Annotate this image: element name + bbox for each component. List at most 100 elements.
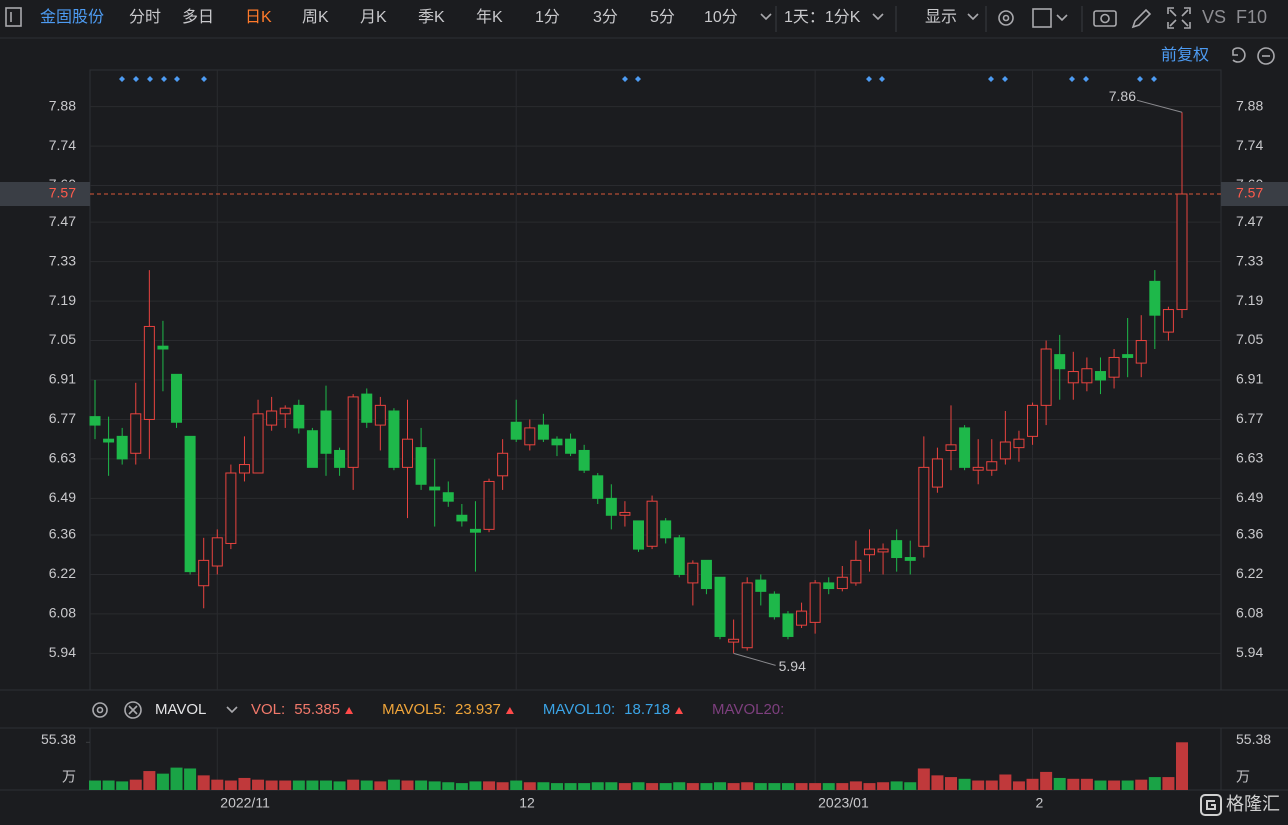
dropdown-arrow[interactable] <box>872 13 884 21</box>
reset-icon[interactable] <box>1232 47 1246 63</box>
layout-icon[interactable] <box>1032 8 1052 28</box>
candle-body <box>999 441 1011 460</box>
volume-bar <box>224 780 237 790</box>
f10-button[interactable]: F10 <box>1236 7 1267 27</box>
candle-body <box>972 466 984 471</box>
candle-body <box>157 345 169 350</box>
vs-button[interactable]: VS <box>1202 7 1226 27</box>
candle-body <box>633 520 644 550</box>
volume-bar <box>89 780 101 790</box>
candle-body <box>796 610 808 626</box>
period-tab[interactable]: 5分 <box>650 8 675 26</box>
volume-bar <box>184 768 197 790</box>
display-menu[interactable]: 显示 <box>925 9 957 26</box>
candle-body <box>687 562 699 584</box>
candle-body <box>374 404 386 426</box>
candle-body <box>823 582 835 590</box>
candle-body <box>1027 404 1039 437</box>
y-tick-label: 6.91 <box>49 371 76 387</box>
candle-body <box>1176 193 1188 311</box>
volume-bar <box>374 781 387 790</box>
candle-body <box>619 511 631 516</box>
menu-icon[interactable] <box>5 7 22 27</box>
volume-bar <box>1012 781 1025 790</box>
indicator-label: MAVOL20: <box>712 701 784 718</box>
period-tab[interactable]: 月K <box>360 9 387 26</box>
period-tab[interactable]: 多日 <box>182 8 214 26</box>
candle-body <box>1013 438 1025 449</box>
candle-body <box>266 410 278 426</box>
dropdown-arrow[interactable] <box>1056 14 1068 22</box>
candle-body <box>741 582 753 649</box>
y-tick-label: 7.05 <box>49 331 76 347</box>
candle-body <box>565 438 577 454</box>
y-tick-label: 7.33 <box>49 252 76 268</box>
candle-body <box>768 593 780 618</box>
draw-icon[interactable] <box>1131 8 1152 29</box>
period-tab[interactable]: 3分 <box>593 8 618 26</box>
zoom-out-icon[interactable] <box>1257 47 1275 65</box>
fullscreen-icon[interactable] <box>1167 7 1191 29</box>
candle-body <box>238 464 250 474</box>
volume-bar <box>836 783 849 790</box>
adjust-mode[interactable]: 前复权 <box>1161 46 1209 64</box>
camera-icon[interactable] <box>1093 10 1117 27</box>
volume-bar <box>170 767 183 790</box>
volume-bar <box>714 782 727 790</box>
volume-bar <box>401 780 414 790</box>
volume-bar <box>252 779 265 790</box>
candle-body <box>551 438 563 446</box>
volume-bar <box>985 780 998 790</box>
volume-bar <box>455 783 468 790</box>
indicator-label: VOL: <box>251 701 285 718</box>
period-tab[interactable]: 日K <box>245 9 272 26</box>
y-tick-label: 6.36 <box>1236 526 1263 542</box>
period-tab[interactable]: 10分 <box>704 8 738 26</box>
period-tab[interactable]: 年K <box>476 8 503 26</box>
candle-body <box>293 404 305 429</box>
dropdown-arrow[interactable] <box>967 13 979 21</box>
volume-bar <box>972 780 985 790</box>
stock-name[interactable]: 金固股份 <box>40 8 104 26</box>
candle-body <box>605 497 617 516</box>
candle-body <box>456 514 468 522</box>
indicator-name[interactable]: MAVOL <box>155 701 206 718</box>
x-tick-label: 12 <box>519 795 535 811</box>
period-tab[interactable]: 季K <box>418 8 445 26</box>
settings-icon[interactable] <box>998 10 1014 26</box>
indicator-settings[interactable] <box>92 702 108 718</box>
y-tick-label: 7.33 <box>1236 252 1263 268</box>
x-tick-label: 2 <box>1036 795 1044 811</box>
volume-bar <box>1080 778 1093 790</box>
volume-bar <box>591 782 604 790</box>
indicator-close[interactable] <box>124 701 142 719</box>
candle-body <box>1162 309 1174 333</box>
event-markers <box>119 76 1157 82</box>
candle-body <box>904 557 916 561</box>
dropdown-arrow[interactable] <box>760 13 772 21</box>
dropdown-arrow[interactable] <box>226 706 238 714</box>
volume-bar <box>1040 771 1053 790</box>
period-tab[interactable]: 1分 <box>535 8 560 26</box>
volume-bar <box>618 783 631 790</box>
volume-bar <box>917 768 930 790</box>
candle-body <box>1094 371 1106 381</box>
volume-bar <box>659 783 672 790</box>
interval-select[interactable]: 1天：1分K <box>784 8 861 26</box>
y-tick-label: 6.49 <box>1236 489 1263 505</box>
period-tab[interactable]: 分时 <box>129 8 161 26</box>
current-price-box <box>1221 182 1288 206</box>
grid-layer <box>90 70 1221 790</box>
y-tick-label: 7.88 <box>49 97 76 113</box>
y-tick-label: 55.38 <box>1236 731 1271 747</box>
period-tab[interactable]: 周K <box>302 9 329 26</box>
volume-bar <box>686 783 699 790</box>
volume-bar <box>863 783 876 790</box>
y-tick-label: 7.74 <box>49 137 76 153</box>
volume-bar <box>129 779 142 790</box>
candle-body <box>850 559 862 584</box>
max-leader <box>1136 99 1183 113</box>
candle-body <box>918 466 930 547</box>
volume-bar <box>510 780 523 790</box>
volume-bar <box>116 781 129 790</box>
